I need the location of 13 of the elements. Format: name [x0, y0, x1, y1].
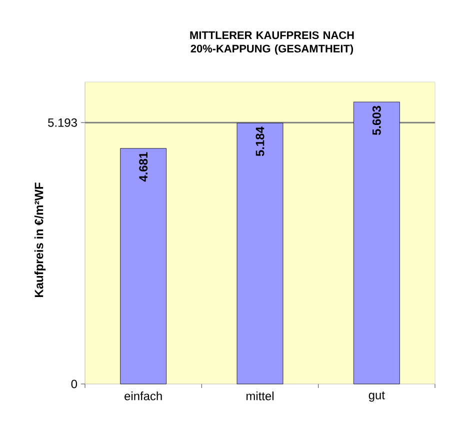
data-label: 5.603 [372, 106, 381, 136]
x-tick-label: mittel [246, 392, 274, 400]
data-label: 5.184 [256, 126, 264, 156]
y-axis-title: Kaufpreis in €/m²WF [34, 182, 46, 297]
bar [353, 102, 400, 384]
x-tick-label: einfach [124, 392, 162, 400]
bar [120, 148, 167, 384]
y-tick-label: 0 [71, 380, 78, 388]
y-tick-label: 5.193 [48, 118, 77, 127]
bar [236, 122, 284, 384]
chart-title: MITTLERER KAUFPREIS NACH 20%-KAPPUNG (GESAMTHEIT) [190, 31, 354, 55]
data-label: 4.681 [139, 152, 148, 182]
x-tick-label: gut [368, 392, 385, 402]
